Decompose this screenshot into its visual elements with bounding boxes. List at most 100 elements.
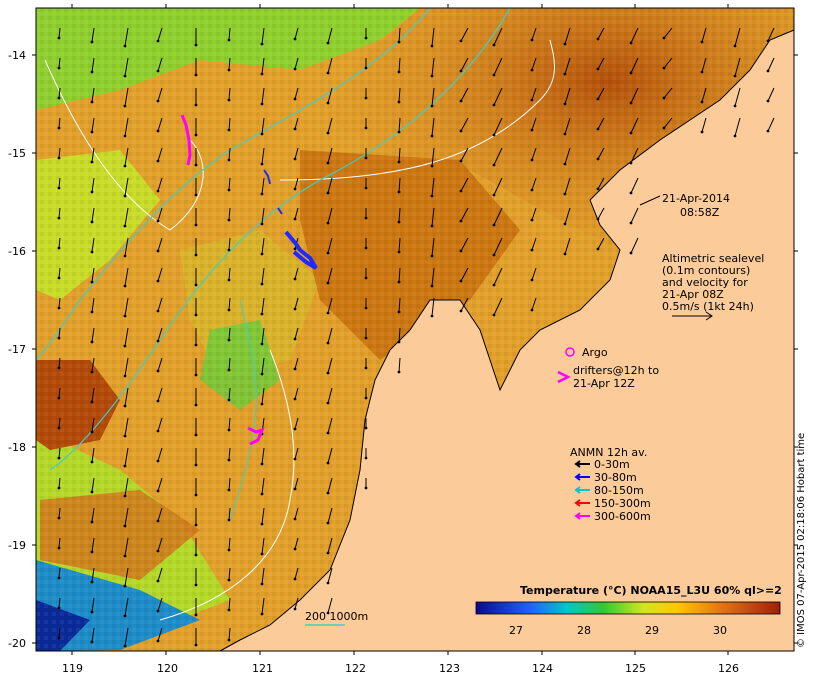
velocity-arrow-head	[260, 42, 264, 46]
velocity-arrow	[261, 297, 265, 315]
velocity-arrow-head	[123, 344, 127, 348]
velocity-arrow	[228, 387, 231, 401]
velocity-arrow-head	[227, 458, 231, 462]
velocity-arrow	[327, 147, 333, 164]
velocity-arrow	[294, 447, 299, 460]
velocity-arrow	[597, 27, 605, 40]
velocity-arrow	[294, 57, 299, 70]
velocity-arrow	[228, 477, 231, 491]
velocity-arrow	[261, 267, 265, 285]
velocity-arrow-head	[227, 218, 231, 222]
velocity-arrow-head	[430, 224, 434, 228]
velocity-arrow-head	[194, 283, 198, 287]
velocity-arrow-head	[57, 546, 61, 550]
velocity-arrow-head	[563, 72, 567, 76]
velocity-arrow-head	[293, 607, 297, 611]
velocity-arrow	[398, 57, 401, 73]
velocity-arrow	[228, 297, 231, 311]
velocity-arrow	[460, 267, 469, 282]
lon-ticks	[71, 4, 729, 655]
velocity-arrow	[228, 57, 231, 71]
velocity-arrow	[124, 447, 129, 467]
velocity-arrow-head	[733, 74, 737, 78]
lat-axis: -14 -15 -16 -17 -18 -19 -20	[8, 49, 798, 650]
velocity-arrow	[460, 237, 469, 252]
colorbar-gradient	[475, 601, 781, 615]
velocity-arrow	[91, 507, 95, 523]
velocity-arrow	[431, 207, 435, 227]
velocity-arrow-head	[57, 246, 61, 250]
colorbar-tick: 28	[577, 624, 591, 637]
timestamp-date: 21-Apr-2014	[662, 192, 730, 205]
velocity-arrow-head	[260, 222, 264, 226]
velocity-arrow-head	[227, 128, 231, 132]
velocity-arrow	[531, 237, 537, 251]
map-frame	[35, 7, 795, 652]
velocity-arrow-head	[293, 457, 297, 461]
velocity-arrow	[228, 357, 231, 371]
velocity-arrow-head	[430, 44, 434, 48]
velocity-arrow	[531, 297, 537, 311]
velocity-arrow-head	[397, 340, 401, 344]
velocity-arrow	[493, 177, 503, 196]
velocity-arrow	[294, 597, 299, 610]
velocity-arrow-head	[57, 156, 61, 160]
velocity-arrow	[767, 87, 775, 102]
velocity-arrow	[91, 297, 95, 313]
velocity-arrow	[431, 297, 435, 317]
isobath-200m	[229, 299, 257, 521]
velocity-arrow	[327, 597, 333, 614]
velocity-arrow-head	[397, 70, 401, 74]
lon-tick-label: 122	[345, 662, 366, 675]
velocity-arrow-head	[156, 429, 160, 433]
velocity-arrow-head	[629, 131, 633, 135]
velocity-arrow	[91, 447, 95, 463]
velocity-arrow-head	[227, 428, 231, 432]
anmn-legend-label: 0-30m	[594, 458, 630, 471]
velocity-arrow-head	[123, 134, 127, 138]
velocity-arrow	[58, 477, 61, 489]
velocity-arrow-head	[260, 402, 264, 406]
velocity-arrow	[261, 147, 265, 165]
colorbar-tick: 30	[713, 624, 727, 637]
velocity-arrow	[157, 627, 163, 642]
velocity-arrow-head	[530, 98, 534, 102]
velocity-arrow-head	[57, 516, 61, 520]
velocity-arrow-head	[364, 456, 368, 460]
velocity-arrow	[327, 507, 333, 524]
velocity-arrow-head	[397, 40, 401, 44]
velocity-arrow-head	[430, 104, 434, 108]
velocity-arrow-head	[227, 38, 231, 42]
velocity-arrow	[228, 27, 231, 41]
velocity-arrow-head	[123, 254, 127, 258]
velocity-arrow	[398, 267, 401, 283]
velocity-arrow	[261, 207, 265, 225]
velocity-arrow-head	[260, 282, 264, 286]
velocity-arrow-head	[430, 194, 434, 198]
velocity-arrow	[597, 117, 605, 130]
velocity-arrow	[124, 267, 129, 287]
velocity-arrow-head	[227, 68, 231, 72]
velocity-arrow-head	[596, 67, 600, 71]
colorbar-title: Temperature (°C) NOAA15_L3U 60% ql>=2	[520, 584, 782, 597]
velocity-arrow	[460, 87, 469, 102]
velocity-arrow-head	[530, 128, 534, 132]
velocity-arrow-head	[260, 102, 264, 106]
velocity-arrow	[460, 177, 469, 192]
velocity-arrow-head	[596, 187, 600, 191]
velocity-arrow-head	[260, 372, 264, 376]
velocity-arrow-head	[293, 217, 297, 221]
velocity-arrow	[261, 237, 265, 255]
velocity-arrow-head	[293, 277, 297, 281]
velocity-arrow	[630, 27, 639, 44]
velocity-arrow-head	[364, 486, 368, 490]
velocity-arrow-head	[530, 158, 534, 162]
velocity-arrow-head	[90, 160, 94, 164]
velocity-arrow-head	[459, 39, 463, 43]
velocity-arrow	[261, 357, 265, 375]
velocity-arrow-head	[156, 279, 160, 283]
velocity-arrow-head	[90, 490, 94, 494]
velocity-arrow-head	[397, 130, 401, 134]
velocity-arrow-head	[156, 39, 160, 43]
velocity-arrow-head	[260, 582, 264, 586]
